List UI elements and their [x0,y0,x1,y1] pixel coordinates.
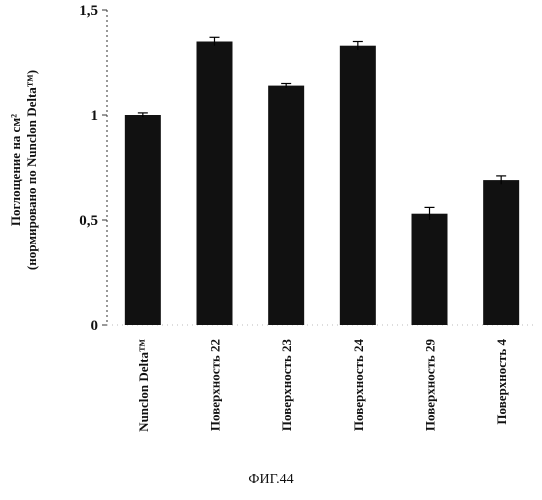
y-tick-label: 0 [91,318,99,334]
bar [197,42,233,326]
category-label: Поверхность 4 [494,339,509,425]
bar [268,86,304,325]
bar [340,46,376,325]
category-label: Nunclon Delta™ [136,339,151,432]
category-label: Поверхность 22 [208,339,223,431]
bar-chart: Поглощение на см² (нормировано по Nunclo… [0,0,542,470]
y-tick-label: 1,5 [79,3,98,19]
y-tick-label: 1 [91,108,99,124]
y-axis-title-line1: Поглощение на см² [8,114,23,226]
figure-caption: ФИГ.44 [0,472,542,488]
category-label: Поверхность 29 [423,339,438,432]
bar [125,115,161,325]
category-label: Поверхность 23 [279,339,294,432]
bar [412,214,448,325]
bar [483,180,519,325]
y-axis-title-line2: (нормировано по Nunclon Delta™) [24,70,39,270]
y-axis-title: Поглощение на см² (нормировано по Nunclo… [8,70,39,270]
category-label: Поверхность 24 [351,339,366,432]
y-tick-label: 0,5 [79,213,98,229]
